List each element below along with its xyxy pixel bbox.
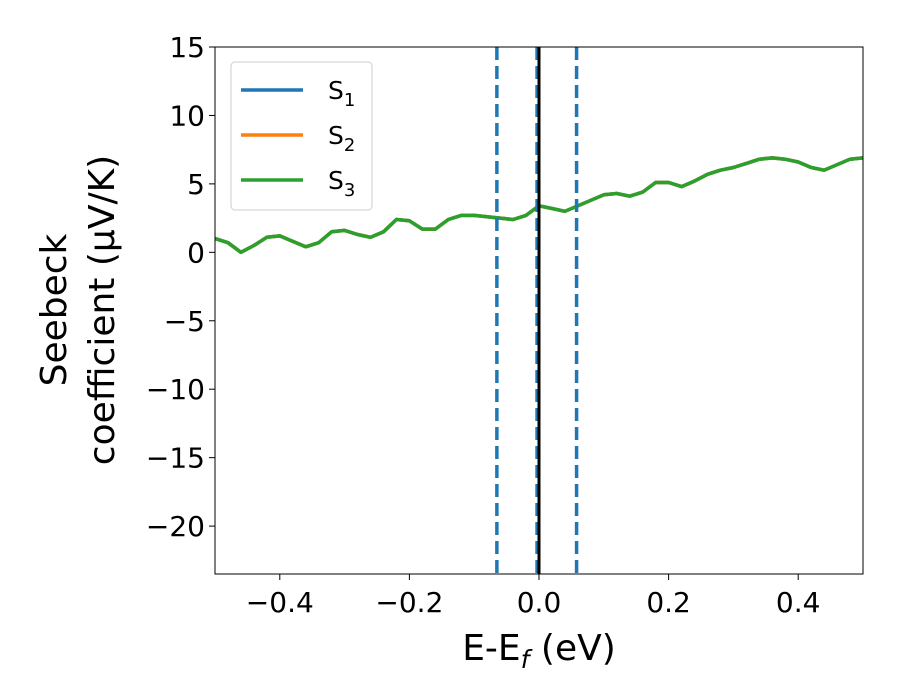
y-tick-label: 15 bbox=[169, 31, 205, 64]
legend: S1 S2 S3 bbox=[230, 61, 373, 211]
legend-label-3: S3 bbox=[328, 166, 355, 201]
y-tick-label: −10 bbox=[146, 373, 205, 406]
legend-label-2: S2 bbox=[328, 121, 355, 156]
plot-area bbox=[215, 47, 863, 574]
y-tick-label: 0 bbox=[187, 236, 205, 269]
x-tick-label: 0.4 bbox=[776, 586, 821, 619]
y-tick-label: −5 bbox=[164, 305, 205, 338]
x-tick-label: 0.0 bbox=[517, 586, 562, 619]
x-tick-label: 0.2 bbox=[646, 586, 691, 619]
axis-ticks: −0.4 −0.2 0.0 0.2 0.4 15 10 5 0 −5 −10 −15 −20 bbox=[146, 31, 821, 619]
y-tick-label: −20 bbox=[146, 510, 205, 543]
y-axis-title-line2: coefficient (μV/K) bbox=[82, 155, 123, 465]
plot-frame bbox=[214, 46, 864, 575]
y-tick-label: 10 bbox=[169, 99, 205, 132]
x-axis-title: E-Ef (eV) bbox=[462, 628, 616, 674]
x-tick-label: −0.2 bbox=[375, 586, 443, 619]
x-tick-label: −0.4 bbox=[246, 586, 314, 619]
y-tick-label: −15 bbox=[146, 442, 205, 475]
y-tick-label: 5 bbox=[187, 168, 205, 201]
y-axis-title-line1: Seebeck bbox=[34, 233, 75, 386]
legend-label-1: S1 bbox=[328, 76, 355, 111]
